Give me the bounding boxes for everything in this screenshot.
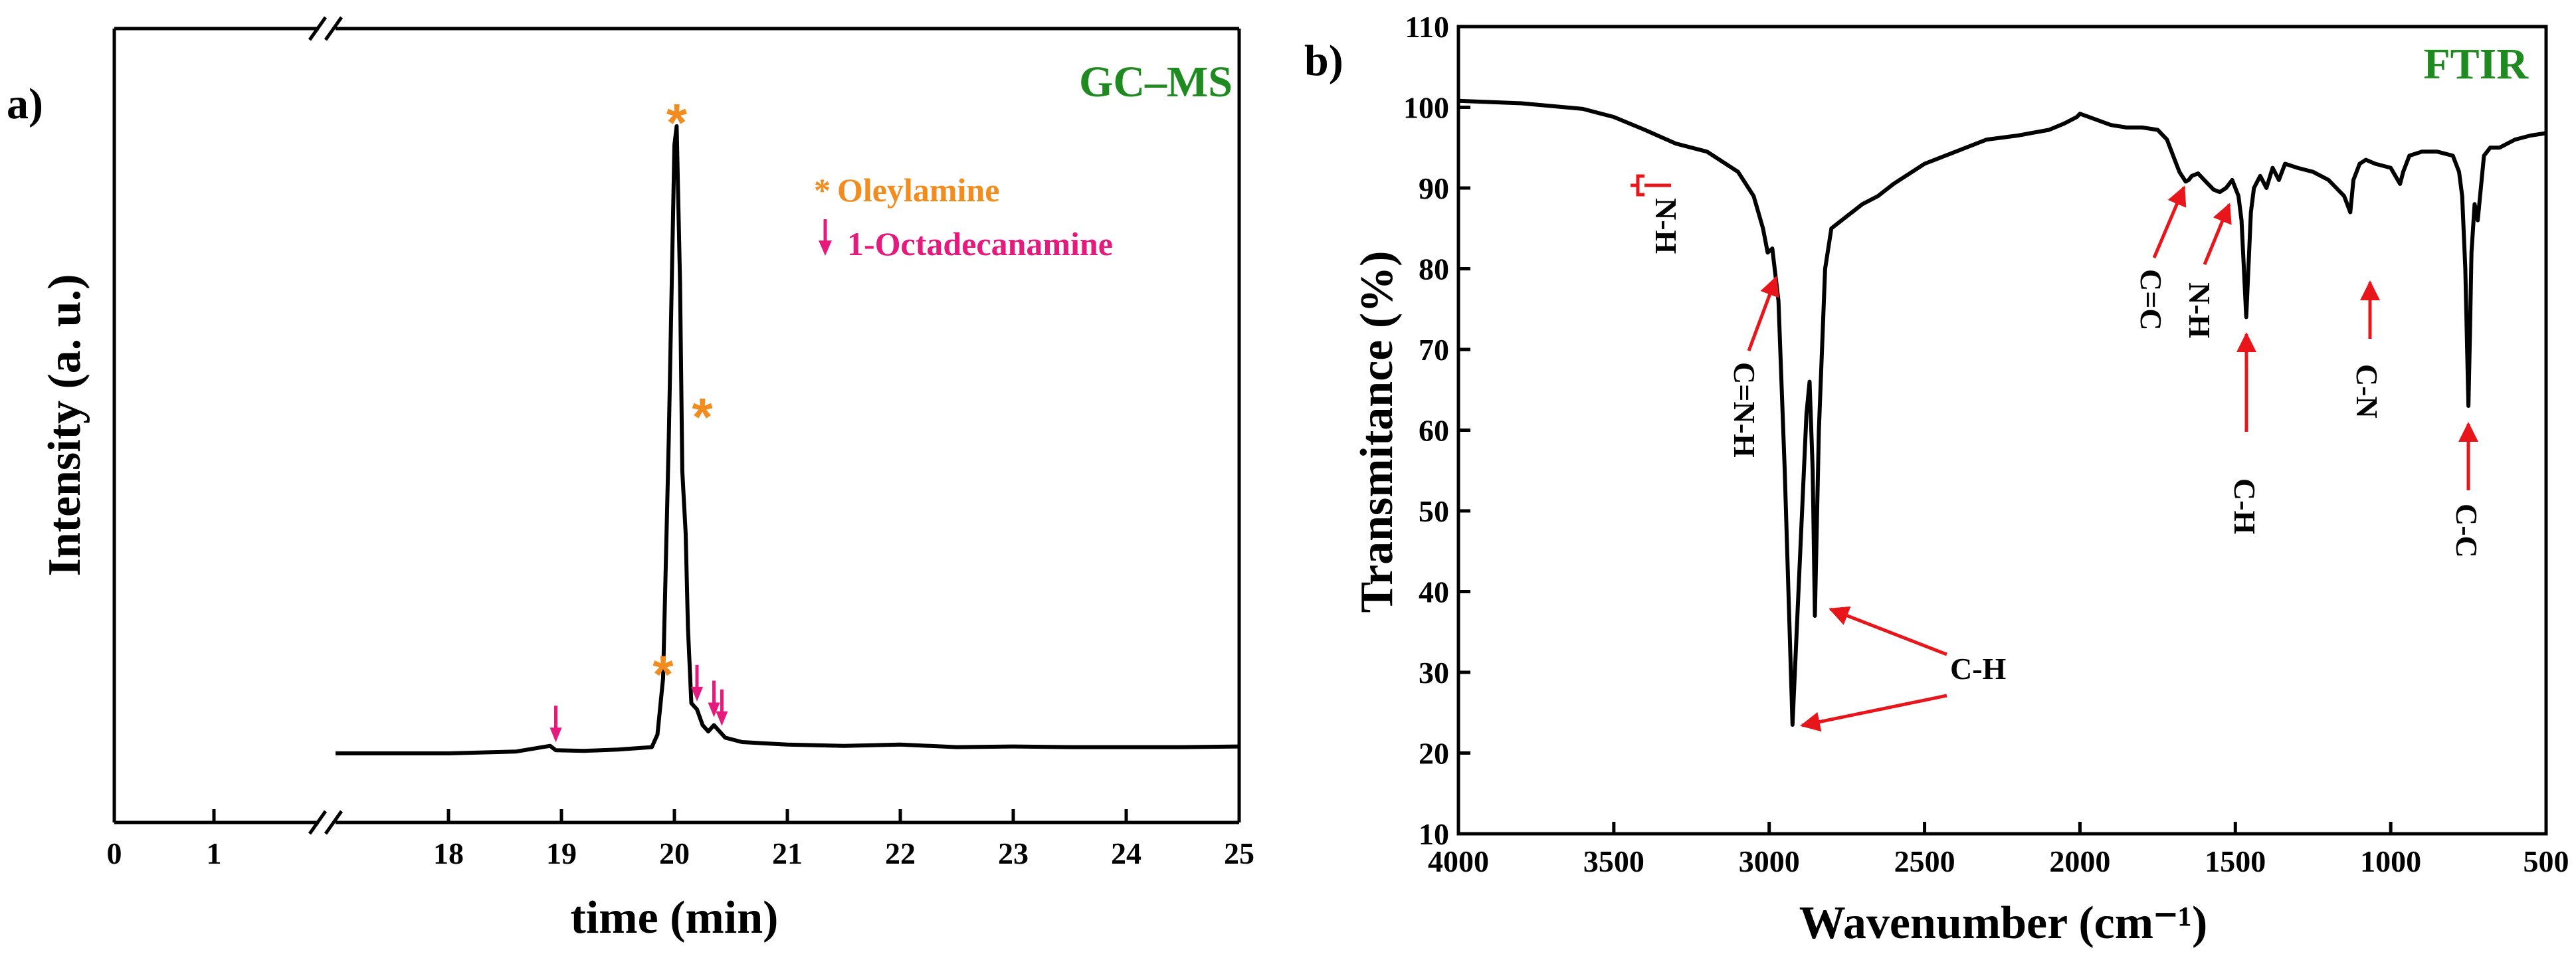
ftir-y-tick-label: 60	[1419, 414, 1449, 448]
ftir-chart: 4000 3500 3000 2500 2000 1500 1000 500 10 20 30 40 5…	[1351, 10, 2569, 949]
gc-y-axis-title: Intensity (a. u.)	[39, 274, 90, 576]
ftir-y-tick-label: 100	[1403, 91, 1449, 125]
ftir-series-line	[1458, 98, 2547, 727]
gc-x-tick-label: 25	[1224, 836, 1254, 870]
gc-x-tick-label: 19	[546, 836, 577, 870]
annotation-nh-low-arrow	[2203, 203, 2232, 265]
ftir-ticks: 4000 3500 3000 2500 2000 1500 1000 500 10 20 30 40 5…	[1403, 10, 2569, 878]
legend-oleylamine-star: *	[814, 171, 831, 209]
axis-break-bottom	[308, 810, 344, 835]
ftir-x-tick-label: 2500	[1894, 844, 1955, 878]
annotation-ch-arrow-upper	[1829, 606, 1947, 656]
gc-oleylamine-marker: *	[692, 387, 714, 446]
ftir-y-tick-label: 80	[1419, 252, 1449, 286]
panel-b-label: b)	[1304, 37, 1343, 85]
gc-x-tick-label: 20	[659, 836, 690, 870]
annotation-nh-low: N-H	[2183, 282, 2217, 339]
annotation-cn: C-N	[2350, 364, 2384, 419]
panel-a-label: a)	[7, 80, 43, 128]
gc-octadecanamine-arrow-icon	[716, 689, 728, 726]
gc-x-tick-label: 1	[207, 836, 222, 870]
annotation-cnh-arrow	[1747, 276, 1779, 351]
ftir-y-tick-label: 70	[1419, 333, 1449, 367]
gc-octadecanamine-arrow-icon	[708, 680, 720, 717]
ftir-x-tick-label: 3000	[1739, 844, 1800, 878]
ftir-x-axis-title: Wavenumber (cm⁻¹)	[1799, 898, 2208, 949]
annotation-nh-high: N-H	[1649, 198, 1683, 254]
gc-oleylamine-marker: *	[652, 645, 674, 704]
legend-oleylamine-label: Oleylamine	[837, 171, 999, 209]
ftir-y-tick-label: 90	[1419, 171, 1449, 205]
annotation-cc-double-arrow	[2152, 185, 2187, 258]
gc-x-ticks: 0 1 18 19 20 21 22 23 24 25	[107, 809, 1254, 870]
annotation-ch-main: C-H	[1950, 652, 2007, 686]
gc-octadecanamine-arrow-icon	[691, 664, 703, 702]
axis-break-top	[308, 16, 344, 41]
gc-x-tick-label: 18	[433, 836, 464, 870]
ftir-y-tick-label: 50	[1419, 494, 1449, 528]
annotation-ch-bend: C-H	[2228, 478, 2262, 535]
ftir-x-tick-label: 500	[2524, 844, 2569, 878]
gc-ms-chart: 0 1 18 19 20 21 22 23 24 25 GC–MS time (min) Inte…	[39, 16, 1254, 943]
ftir-x-tick-label: 2000	[2049, 844, 2110, 878]
ftir-title: FTIR	[2423, 40, 2529, 88]
annotation-c-c: C-C	[2450, 504, 2484, 558]
ftir-y-tick-label: 20	[1419, 737, 1449, 771]
ftir-annotations: N-H C=N-H C-H C=C N-H C-H C-N C-C	[1631, 174, 2484, 732]
legend-octadecanamine-label: 1-Octadecanamine	[847, 225, 1113, 262]
annotation-cnh: C=N-H	[1728, 362, 1761, 458]
gc-x-tick-label: 21	[772, 836, 803, 870]
ftir-y-axis-title: Transmitance (%)	[1351, 251, 1403, 613]
ftir-x-tick-label: 1000	[2360, 844, 2421, 878]
gc-x-tick-label: 22	[885, 836, 916, 870]
ftir-y-tick-label: 110	[1405, 10, 1449, 44]
ftir-y-tick-label: 40	[1419, 575, 1449, 609]
ftir-y-tick-label: 30	[1419, 656, 1449, 690]
gc-x-axis-title: time (min)	[571, 892, 779, 943]
gc-ms-title: GC–MS	[1079, 58, 1233, 106]
gc-x-tick-label: 23	[998, 836, 1029, 870]
annotation-nh-bracket	[1631, 174, 1671, 197]
ftir-y-tick-label: 10	[1419, 817, 1449, 851]
gc-oleylamine-marker: *	[666, 93, 688, 152]
ftir-x-tick-label: 3500	[1583, 844, 1644, 878]
ftir-plot-frame	[1456, 25, 2548, 836]
annotation-cc-double: C=C	[2134, 269, 2168, 331]
annotation-ch-arrow-lower	[1800, 694, 1947, 732]
gc-legend: * Oleylamine 1-Octadecanamine	[814, 171, 1113, 262]
gc-series-line	[336, 124, 1240, 755]
gc-x-tick-label: 24	[1111, 836, 1141, 870]
ftir-x-tick-label: 4000	[1428, 844, 1489, 878]
gc-x-tick-label: 0	[107, 836, 122, 870]
ftir-x-tick-label: 1500	[2205, 844, 2266, 878]
gc-octadecanamine-arrow-icon	[549, 706, 562, 743]
legend-octadecanamine-arrow-icon	[819, 219, 832, 256]
